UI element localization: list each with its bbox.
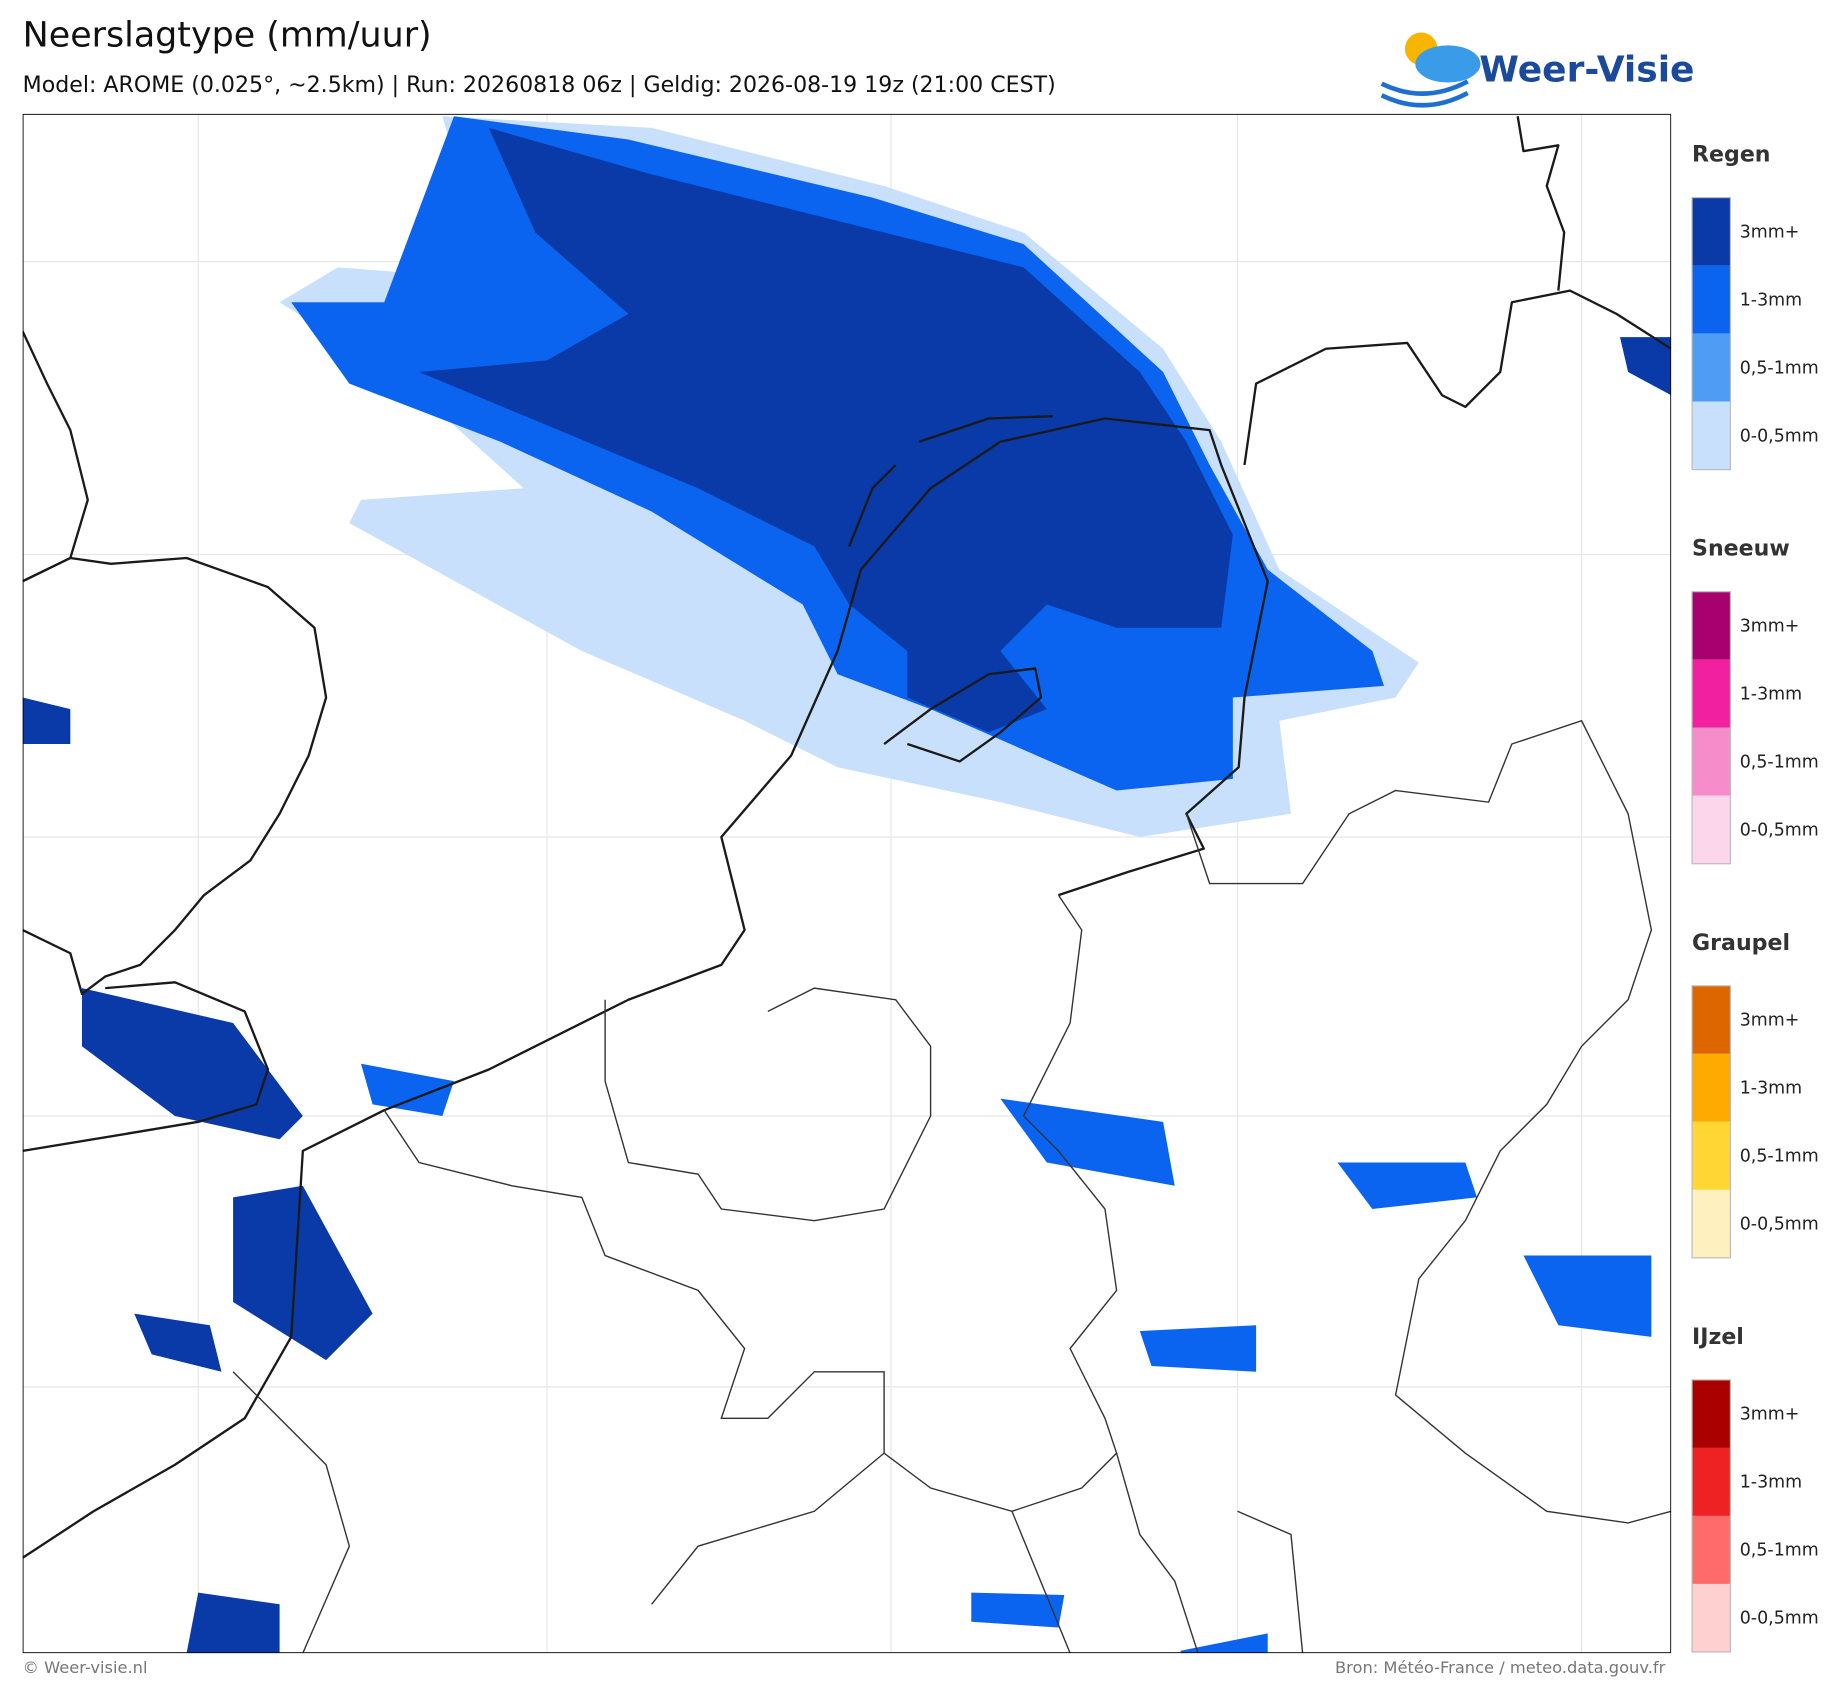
legend-group-title: IJzel bbox=[1692, 1325, 1744, 1350]
legend-label: 3mm+ bbox=[1740, 617, 1800, 637]
legend-group-title: Sneeuw bbox=[1692, 537, 1790, 562]
legend-swatch bbox=[1692, 197, 1731, 266]
legend-swatch bbox=[1692, 1447, 1731, 1516]
legend-swatch bbox=[1692, 265, 1731, 334]
legend-label: 0-0,5mm bbox=[1740, 821, 1819, 841]
legend-swatch bbox=[1692, 1515, 1731, 1584]
legend-swatch-frame bbox=[1691, 197, 1731, 471]
subtitle: Model: AROME (0.025°, ~2.5km) | Run: 202… bbox=[23, 73, 1056, 98]
legend-swatch bbox=[1692, 591, 1731, 660]
legend-swatch bbox=[1692, 659, 1731, 728]
legend-label: 3mm+ bbox=[1740, 222, 1800, 242]
map bbox=[22, 113, 1672, 1654]
precipitation bbox=[22, 116, 1672, 1654]
legend-swatch-frame bbox=[1691, 985, 1731, 1259]
legend-label: 1-3mm bbox=[1740, 685, 1802, 705]
legend-label: 3mm+ bbox=[1740, 1011, 1800, 1031]
legend-swatch bbox=[1692, 1189, 1731, 1258]
legend: Regen 3mm+ 1-3mm 0,5-1mm 0-0,5mm Sneeuw 3mm+ 1-… bbox=[1691, 143, 1819, 1653]
legend-label: 1-3mm bbox=[1740, 290, 1802, 310]
legend-label: 0,5-1mm bbox=[1740, 753, 1819, 773]
legend-swatch bbox=[1692, 1121, 1731, 1190]
title: Neerslagtype (mm/uur) bbox=[23, 16, 432, 56]
coastlines bbox=[22, 116, 1672, 1559]
legend-swatch bbox=[1692, 1379, 1731, 1448]
legend-label: 1-3mm bbox=[1740, 1079, 1802, 1099]
legend-swatch-frame bbox=[1691, 1379, 1731, 1653]
legend-label: 3mm+ bbox=[1740, 1405, 1800, 1425]
logo-waves bbox=[1380, 79, 1469, 108]
legend-label: 1-3mm bbox=[1740, 1473, 1802, 1493]
borders bbox=[232, 719, 1672, 1654]
legend-swatch bbox=[1692, 1053, 1731, 1122]
legend-swatch bbox=[1692, 1583, 1731, 1652]
logo-text: Weer-Visie bbox=[1479, 49, 1694, 90]
legend-swatch bbox=[1692, 985, 1731, 1054]
legend-label: 0,5-1mm bbox=[1740, 358, 1819, 378]
legend-group-title: Graupel bbox=[1692, 931, 1790, 956]
legend-swatch bbox=[1692, 333, 1731, 402]
legend-label: 0-0,5mm bbox=[1740, 1215, 1819, 1235]
legend-label: 0-0,5mm bbox=[1740, 426, 1819, 446]
footer-source: Bron: Météo-France / meteo.data.gouv.fr bbox=[1335, 1658, 1666, 1677]
legend-swatch-frame bbox=[1691, 591, 1731, 865]
legend-swatch bbox=[1692, 795, 1731, 864]
legend-label: 0,5-1mm bbox=[1740, 1147, 1819, 1167]
legend-group-title: Regen bbox=[1692, 143, 1770, 168]
legend-label: 0,5-1mm bbox=[1740, 1541, 1819, 1561]
logo: Weer-Visie bbox=[1380, 32, 1694, 108]
footer-credit: © Weer-visie.nl bbox=[23, 1658, 148, 1677]
logo-cloud bbox=[1415, 45, 1481, 83]
legend-swatch bbox=[1692, 401, 1731, 470]
legend-swatch bbox=[1692, 727, 1731, 796]
legend-label: 0-0,5mm bbox=[1740, 1609, 1819, 1629]
